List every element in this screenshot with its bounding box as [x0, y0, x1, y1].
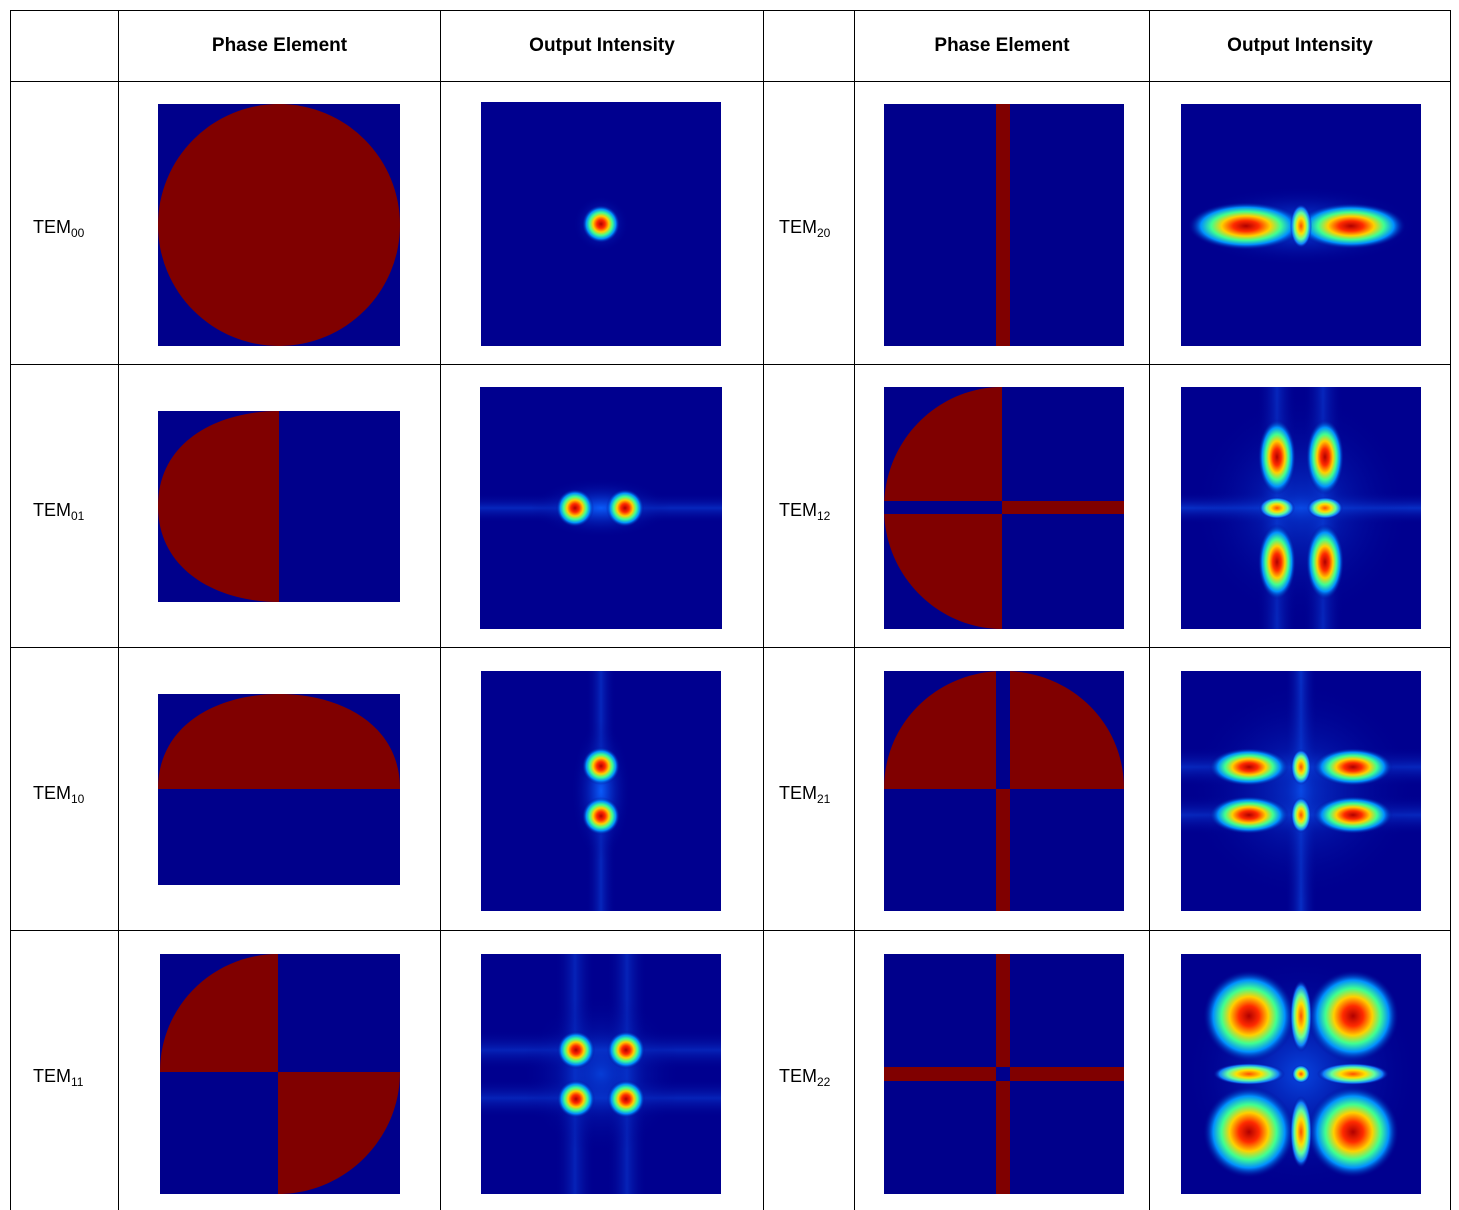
row-divider — [10, 364, 1451, 365]
output-intensity-tem21 — [1181, 671, 1421, 911]
header-phase-element: Phase Element — [211, 34, 348, 56]
phase-element-tem00 — [158, 104, 400, 346]
phase-element-tem20 — [884, 104, 1124, 346]
mode-label-left-0: TEM 00 — [33, 216, 85, 241]
phase-element-tem21 — [884, 671, 1124, 911]
phase-element-tem12 — [884, 387, 1124, 629]
phase-element-tem11 — [160, 954, 400, 1194]
header-output-intensity: Output Intensity — [529, 34, 675, 56]
mode-label-left-2: TEM 10 — [33, 782, 85, 807]
mode-label-left-1: TEM 01 — [33, 499, 85, 524]
output-intensity-tem20 — [1181, 104, 1421, 346]
column-divider — [763, 10, 764, 1210]
row-divider — [10, 81, 1451, 82]
mode-label-left-3: TEM 11 — [33, 1065, 84, 1090]
column-divider — [1149, 10, 1150, 1210]
output-intensity-tem00 — [481, 102, 721, 346]
mode-label-right-3: TEM 22 — [779, 1065, 831, 1090]
output-intensity-tem12 — [1181, 387, 1421, 629]
mode-label-right-2: TEM 21 — [779, 782, 831, 807]
column-divider — [118, 10, 119, 1210]
output-intensity-tem11 — [481, 954, 721, 1194]
header-output-intensity-2: Output Intensity — [1227, 34, 1373, 56]
output-intensity-tem01 — [480, 387, 722, 629]
output-intensity-tem22 — [1181, 954, 1421, 1194]
phase-element-tem22 — [884, 954, 1124, 1194]
table-border-top — [10, 10, 1451, 11]
column-divider — [440, 10, 441, 1210]
phase-element-tem10 — [158, 694, 400, 885]
output-intensity-tem10 — [481, 671, 721, 911]
header-phase-element-2: Phase Element — [934, 34, 1070, 56]
row-divider — [10, 647, 1451, 648]
row-divider — [10, 930, 1451, 931]
column-divider — [10, 10, 11, 1210]
phase-element-tem01 — [158, 411, 400, 602]
mode-label-right-1: TEM 12 — [779, 499, 831, 524]
mode-label-right-0: TEM 20 — [779, 216, 831, 241]
column-divider — [1450, 10, 1451, 1210]
column-divider — [854, 10, 855, 1210]
